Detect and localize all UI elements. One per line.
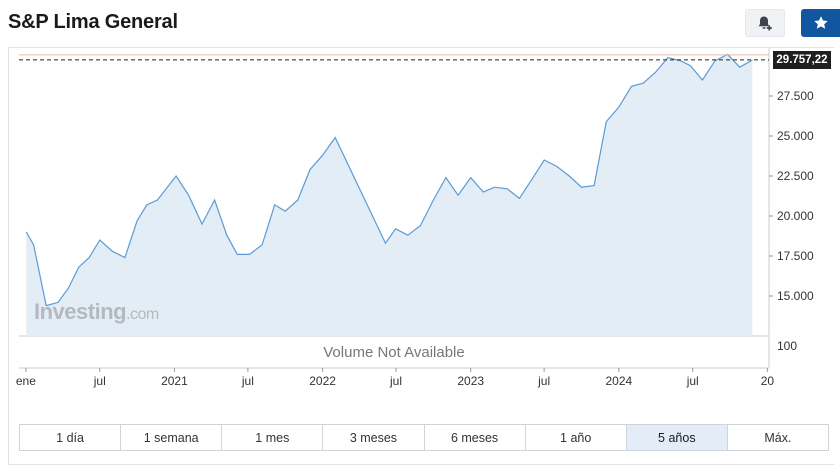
star-icon	[813, 16, 828, 29]
data-point	[701, 79, 704, 82]
x-tick-label: 2022	[309, 374, 336, 388]
data-point	[321, 154, 324, 157]
x-tick-label: 2023	[457, 374, 484, 388]
data-point	[225, 234, 228, 237]
data-point	[568, 175, 571, 178]
data-point	[201, 223, 204, 226]
data-point	[506, 187, 509, 190]
range-1-month[interactable]: 1 mes	[222, 425, 324, 450]
range-5-years[interactable]: 5 años	[626, 425, 728, 450]
data-point	[469, 176, 472, 179]
add-to-watchlist-button[interactable]	[801, 9, 840, 37]
data-point	[444, 176, 447, 179]
data-point	[419, 224, 422, 227]
data-point	[642, 82, 645, 85]
data-point	[273, 203, 276, 206]
data-point	[605, 120, 608, 123]
series-line	[25, 53, 753, 307]
data-point	[689, 64, 692, 67]
x-tick-label: 2024	[605, 374, 632, 388]
data-point	[543, 159, 546, 162]
data-point	[136, 219, 139, 222]
y-tick-label: 20.000	[777, 209, 814, 223]
data-point	[32, 243, 35, 246]
bell-plus-icon	[758, 16, 772, 31]
page-title: S&P Lima General	[8, 11, 178, 33]
x-tick-label: 2021	[161, 374, 188, 388]
range-1-week[interactable]: 1 semana	[121, 425, 223, 450]
data-point	[334, 136, 337, 139]
data-point	[518, 197, 521, 200]
create-alert-button[interactable]	[745, 9, 785, 37]
watermark-suffix: .com	[126, 306, 159, 323]
y-tick-label: 22.500	[777, 169, 814, 183]
range-1-day[interactable]: 1 día	[20, 425, 122, 450]
data-point	[457, 194, 460, 197]
x-tick-label: 20	[761, 374, 775, 388]
chart-frame	[8, 47, 834, 465]
data-point	[156, 199, 159, 202]
current-price-label: 29.757,22	[773, 50, 831, 69]
data-point	[236, 253, 239, 256]
x-tick-label: jul	[93, 374, 106, 388]
data-point	[580, 186, 583, 189]
data-point	[77, 266, 80, 269]
data-point	[593, 184, 596, 187]
data-point	[384, 242, 387, 245]
series-area	[26, 54, 753, 337]
watermark-brand: Investing	[34, 299, 127, 324]
data-point	[98, 239, 101, 242]
data-point	[67, 287, 70, 290]
data-point	[284, 210, 287, 213]
x-tick-label: jul	[537, 374, 550, 388]
range-1-year[interactable]: 1 año	[525, 425, 627, 450]
data-point	[751, 59, 754, 62]
data-point	[666, 56, 669, 59]
y-tick-label: 17.500	[777, 249, 814, 263]
data-point	[296, 199, 299, 202]
data-point	[482, 191, 485, 194]
investing-watermark: Investing.com	[34, 299, 159, 325]
data-point	[308, 168, 311, 171]
data-point	[175, 175, 178, 178]
data-point	[406, 234, 409, 237]
data-point	[248, 253, 251, 256]
data-point	[213, 199, 216, 202]
data-point	[261, 243, 264, 246]
x-tick-label: jul	[241, 374, 254, 388]
data-point	[187, 194, 190, 197]
data-point	[555, 165, 558, 168]
x-tick-label: jul	[686, 374, 699, 388]
data-point	[123, 256, 126, 259]
data-point	[493, 186, 496, 189]
data-point	[530, 178, 533, 181]
y-tick-label: 15.000	[777, 289, 814, 303]
data-point	[88, 256, 91, 259]
data-point	[111, 250, 114, 253]
range-3-months[interactable]: 3 meses	[323, 425, 425, 450]
time-range-selector: 1 día 1 semana 1 mes 3 meses 6 meses 1 a…	[19, 424, 829, 451]
volume-axis-label: 100	[777, 339, 797, 353]
data-point	[654, 71, 657, 74]
volume-not-available-text: Volume Not Available	[323, 344, 465, 361]
data-point	[394, 227, 397, 230]
range-6-months[interactable]: 6 meses	[424, 425, 526, 450]
data-point	[432, 199, 435, 202]
y-tick-label: 25.000	[777, 129, 814, 143]
data-point	[630, 85, 633, 88]
data-point	[738, 66, 741, 69]
y-tick-label: 27.500	[777, 89, 814, 103]
data-point	[617, 106, 620, 109]
range-max[interactable]: Máx.	[727, 425, 828, 450]
x-tick-label: ene	[16, 374, 36, 388]
x-tick-label: jul	[389, 374, 402, 388]
data-point	[25, 231, 28, 234]
data-point	[145, 203, 148, 206]
